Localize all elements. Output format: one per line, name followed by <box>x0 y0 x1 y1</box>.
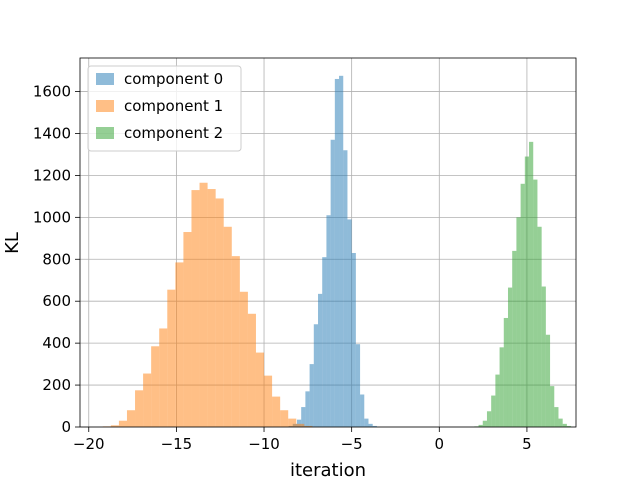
histogram-bar <box>118 420 127 427</box>
histogram-bar <box>296 423 305 427</box>
histogram-bar <box>566 425 572 427</box>
legend-label-component-2: component 2 <box>124 124 223 142</box>
bars <box>102 75 572 428</box>
histogram-bar <box>304 425 313 427</box>
histogram-bar <box>151 346 160 427</box>
legend-box <box>87 65 242 152</box>
series-component-2 <box>474 141 572 427</box>
histogram-bar <box>482 420 487 427</box>
legend-label-component-1: component 1 <box>124 97 223 115</box>
histogram-bar <box>334 78 340 427</box>
x-tick-label: 5 <box>522 435 532 453</box>
histogram-bar <box>143 373 152 427</box>
histogram-bar <box>516 217 521 427</box>
legend-swatch-component-1 <box>96 100 114 112</box>
histogram-bar <box>550 386 555 427</box>
legend-swatch-component-2 <box>96 127 114 139</box>
plot-frame <box>79 57 577 428</box>
histogram-bar <box>495 374 500 427</box>
histogram-bar <box>524 156 530 427</box>
y-tick-label: 400 <box>42 334 71 352</box>
histogram-bar <box>512 250 517 427</box>
histogram-bar <box>529 141 534 427</box>
histogram-bar <box>351 252 356 427</box>
histogram-bar <box>255 352 265 427</box>
histogram-bar <box>183 232 192 427</box>
histogram-bar <box>318 293 323 427</box>
histogram-bar <box>486 411 492 427</box>
y-tick-label: 200 <box>42 376 71 394</box>
histogram-bar <box>272 396 281 427</box>
histogram-bar <box>191 190 200 427</box>
y-tick-label: 1400 <box>33 124 71 142</box>
histogram-bar <box>110 425 119 427</box>
legend-swatch-component-0 <box>96 73 114 85</box>
histogram-bar <box>126 410 136 427</box>
histogram-bar <box>288 418 297 427</box>
histogram-bar <box>305 391 310 427</box>
histogram-bar <box>223 226 232 427</box>
x-axis-label: iteration <box>290 460 366 480</box>
histogram-bar <box>554 407 559 427</box>
histogram-bar <box>322 257 327 427</box>
x-tick-label: −5 <box>341 435 363 453</box>
histogram-bar <box>360 394 365 427</box>
y-axis-label: KL <box>2 232 23 254</box>
histogram-bar <box>478 424 483 427</box>
histogram-bar <box>207 189 216 427</box>
y-tick-label: 800 <box>42 250 71 268</box>
histogram-bar <box>537 226 542 427</box>
histogram-bar <box>326 215 331 427</box>
histogram-bar <box>301 407 306 427</box>
histogram-bar <box>199 182 208 427</box>
histogram-bar <box>491 395 496 427</box>
histogram-bar <box>533 179 538 427</box>
histogram-bar <box>264 375 273 427</box>
y-tick-label: 600 <box>42 292 71 310</box>
x-tick-label: 0 <box>435 435 445 453</box>
histogram-bar <box>231 256 240 427</box>
histogram-bar <box>562 423 567 427</box>
histogram-bar <box>507 287 513 427</box>
x-tick-label: −10 <box>248 435 280 453</box>
histogram-bar <box>167 289 176 427</box>
legend-label-component-0: component 0 <box>124 70 223 88</box>
histogram-bar <box>215 198 224 427</box>
histogram-bar <box>499 347 504 427</box>
histogram-bar <box>364 418 369 427</box>
histogram-bar <box>330 139 335 428</box>
histogram-bar <box>347 219 352 427</box>
histogram-bar <box>239 291 248 427</box>
series-component-1 <box>102 182 313 427</box>
y-tick-label: 1600 <box>33 83 71 101</box>
histogram-bar <box>175 262 184 427</box>
x-tick-label: −15 <box>161 435 193 453</box>
histogram-bar <box>368 423 373 427</box>
series-component-0 <box>288 75 377 428</box>
histogram-bar <box>135 390 144 427</box>
histogram-bar <box>343 150 348 427</box>
x-tick-label: −20 <box>73 435 105 453</box>
histogram-bar <box>545 334 551 427</box>
histogram-bar <box>313 324 319 427</box>
histogram-bar <box>558 418 563 427</box>
histogram-bar <box>355 344 361 427</box>
legend: component 0 component 1 component 2 <box>87 65 242 152</box>
histogram-bar <box>372 425 377 427</box>
y-tick-label: 0 <box>61 418 71 436</box>
histogram-bar <box>280 410 289 427</box>
histogram-bar <box>520 183 525 427</box>
y-tick-label: 1000 <box>33 208 71 226</box>
histogram-bar <box>339 75 344 428</box>
histogram-bar <box>503 317 508 427</box>
histogram-bar <box>541 286 546 427</box>
ticks: −20 −15 −10 −5 0 5 0 200 400 600 800 1000 1200 1400 16… <box>33 83 532 453</box>
histogram-bar <box>247 313 256 427</box>
y-tick-label: 1200 <box>33 166 71 184</box>
histogram-bar <box>296 419 302 427</box>
histogram-bar <box>309 364 314 427</box>
histogram-bar <box>159 328 168 427</box>
